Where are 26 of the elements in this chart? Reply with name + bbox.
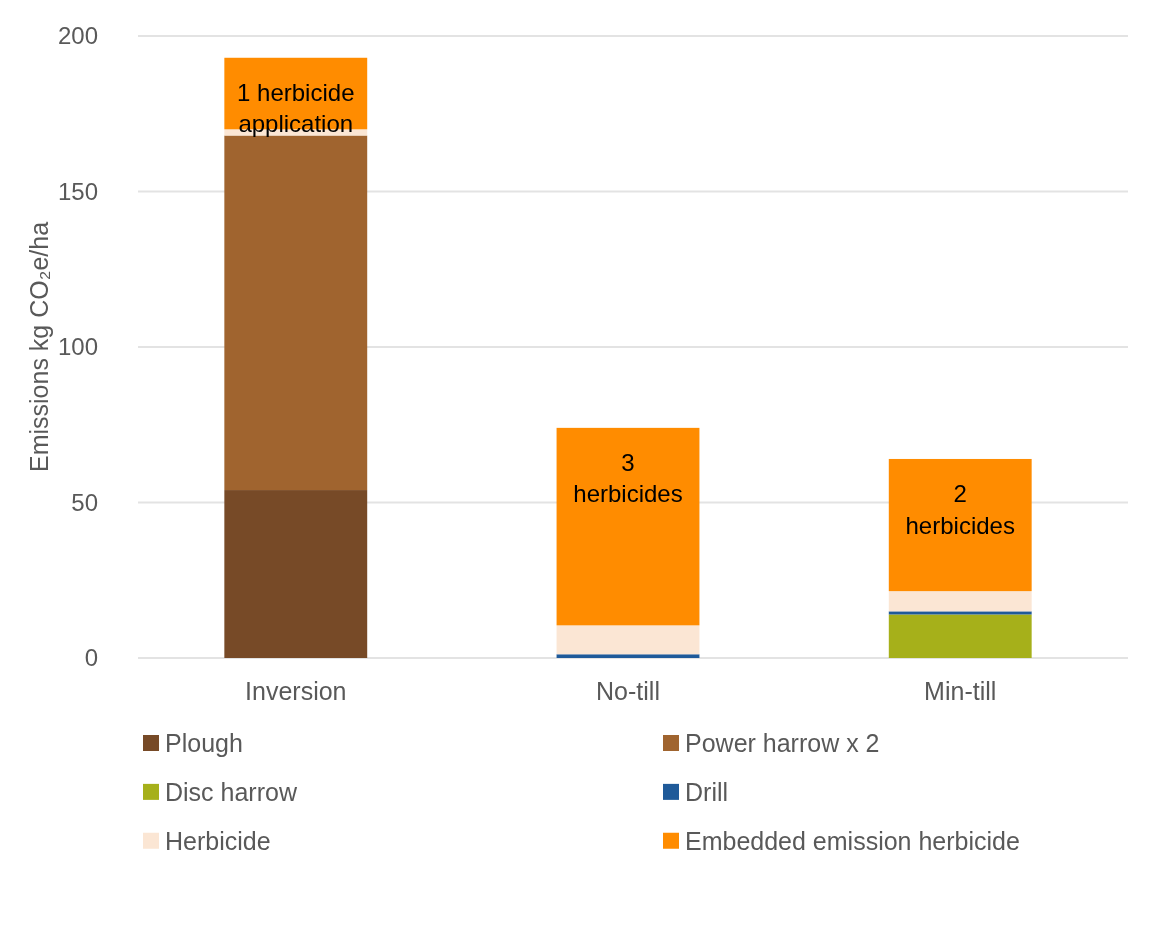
bar <box>224 135 368 491</box>
y-tick-label: 50 <box>71 488 98 516</box>
x-tick-label: No-till <box>596 677 660 705</box>
legend-label: Drill <box>685 777 729 806</box>
bar <box>888 611 1032 615</box>
legend-label: Plough <box>165 728 243 757</box>
legend-label: Embedded emission herbicide <box>685 826 1020 855</box>
bar <box>888 614 1032 658</box>
bar <box>888 591 1032 612</box>
legend-label: Power harrow x 2 <box>685 728 880 757</box>
bar <box>556 427 700 626</box>
y-tick-label: 150 <box>57 177 98 205</box>
annotation: 3 herbicides <box>573 449 683 508</box>
legend-label: Herbicide <box>165 826 271 855</box>
y-tick-label: 100 <box>57 333 98 361</box>
annotation: 2 herbicides <box>905 480 1015 539</box>
bar <box>556 625 700 655</box>
bar <box>888 458 1032 592</box>
x-tick-label: Inversion <box>245 677 347 705</box>
legend-label: Disc harrow <box>165 777 298 806</box>
y-axis-title: Emissions kg CO₂e/ha <box>25 221 53 473</box>
bar <box>556 654 700 658</box>
x-tick-label: Min-till <box>924 677 997 705</box>
bar <box>224 490 368 658</box>
y-tick-label: 200 <box>57 22 98 50</box>
y-tick-label: 0 <box>84 644 98 672</box>
